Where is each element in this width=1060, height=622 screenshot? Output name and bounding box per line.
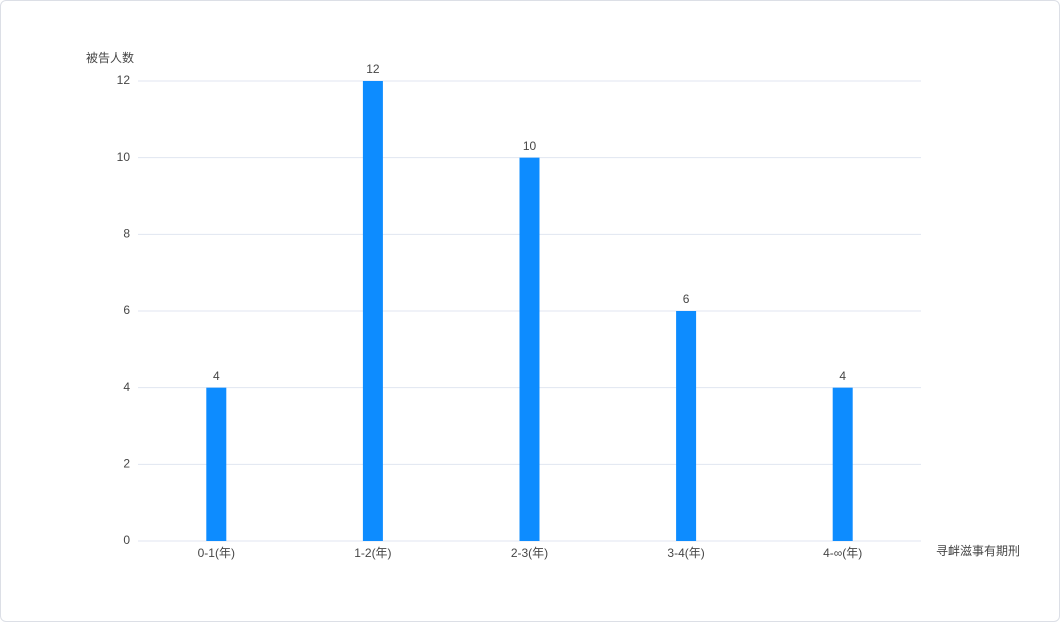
y-tick-label: 2 [123, 457, 130, 471]
x-tick-label: 3-4(年) [667, 546, 704, 560]
bar [362, 81, 383, 541]
bar [519, 157, 540, 541]
data-label: 6 [683, 292, 690, 306]
data-label: 4 [213, 369, 220, 383]
x-tick-label: 1-2(年) [354, 546, 391, 560]
y-tick-label: 10 [117, 150, 131, 164]
y-tick-label: 0 [123, 533, 130, 547]
y-tick-label: 6 [123, 303, 130, 317]
bar [206, 387, 227, 541]
y-tick-label: 4 [123, 380, 130, 394]
data-label: 10 [523, 139, 537, 153]
y-tick-label: 12 [117, 73, 131, 87]
bar [832, 387, 853, 541]
y-tick-label: 8 [123, 227, 130, 241]
y-axis-label: 被告人数 [86, 50, 134, 65]
data-label: 12 [366, 62, 380, 76]
x-tick-label: 4-∞(年) [823, 546, 862, 560]
x-tick-label: 2-3(年) [511, 546, 548, 560]
data-label: 4 [839, 369, 846, 383]
bar [676, 311, 697, 541]
x-tick-label: 0-1(年) [198, 546, 235, 560]
x-axis-label: 寻衅滋事有期刑 [936, 544, 1020, 558]
